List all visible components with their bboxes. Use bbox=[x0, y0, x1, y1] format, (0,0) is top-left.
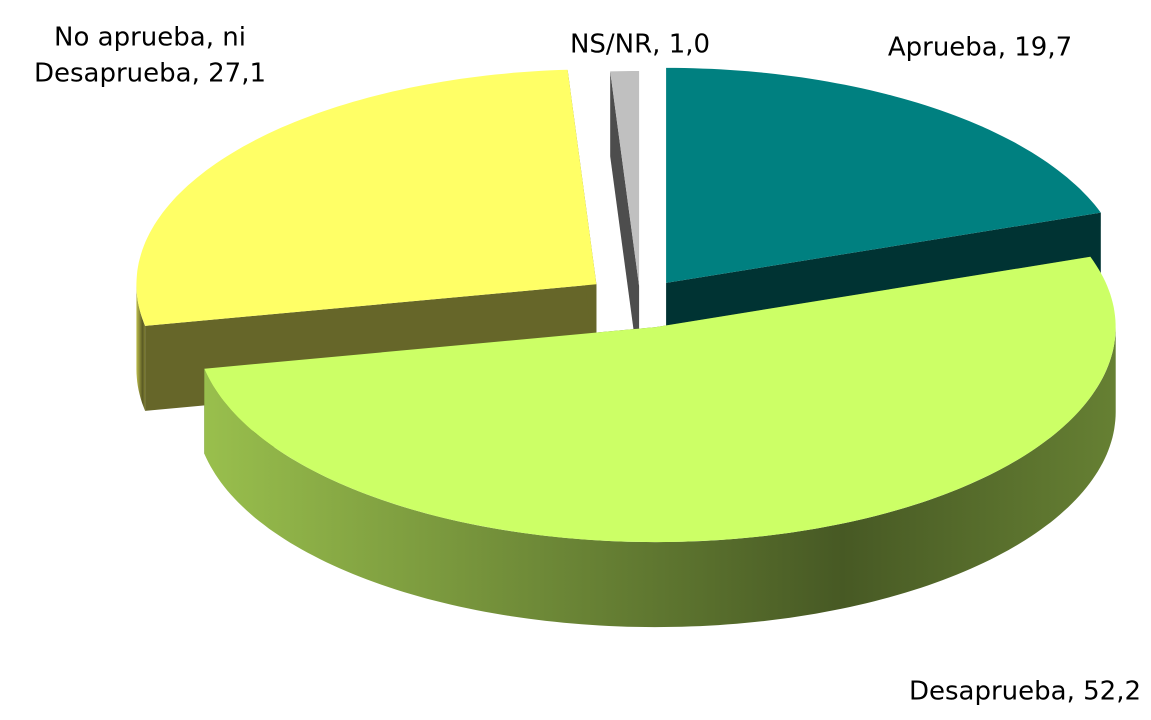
data-label: No aprueba, ni bbox=[54, 23, 246, 53]
slice-top bbox=[204, 256, 1116, 543]
pie-slice bbox=[204, 256, 1116, 628]
data-label: NS/NR, 1,0 bbox=[570, 30, 710, 60]
pie-slice bbox=[610, 71, 640, 372]
slice-top bbox=[136, 69, 597, 326]
slice-top bbox=[666, 67, 1101, 283]
data-label: Desaprueba, 52,2 bbox=[909, 677, 1141, 707]
slice-radial-wall bbox=[610, 71, 640, 372]
data-label: Desaprueba, 27,1 bbox=[34, 59, 266, 89]
slice-outer-wall bbox=[136, 284, 146, 411]
slice-outer-wall bbox=[204, 327, 1116, 628]
slice-top bbox=[610, 71, 640, 286]
data-label: Aprueba, 19,7 bbox=[888, 33, 1072, 63]
